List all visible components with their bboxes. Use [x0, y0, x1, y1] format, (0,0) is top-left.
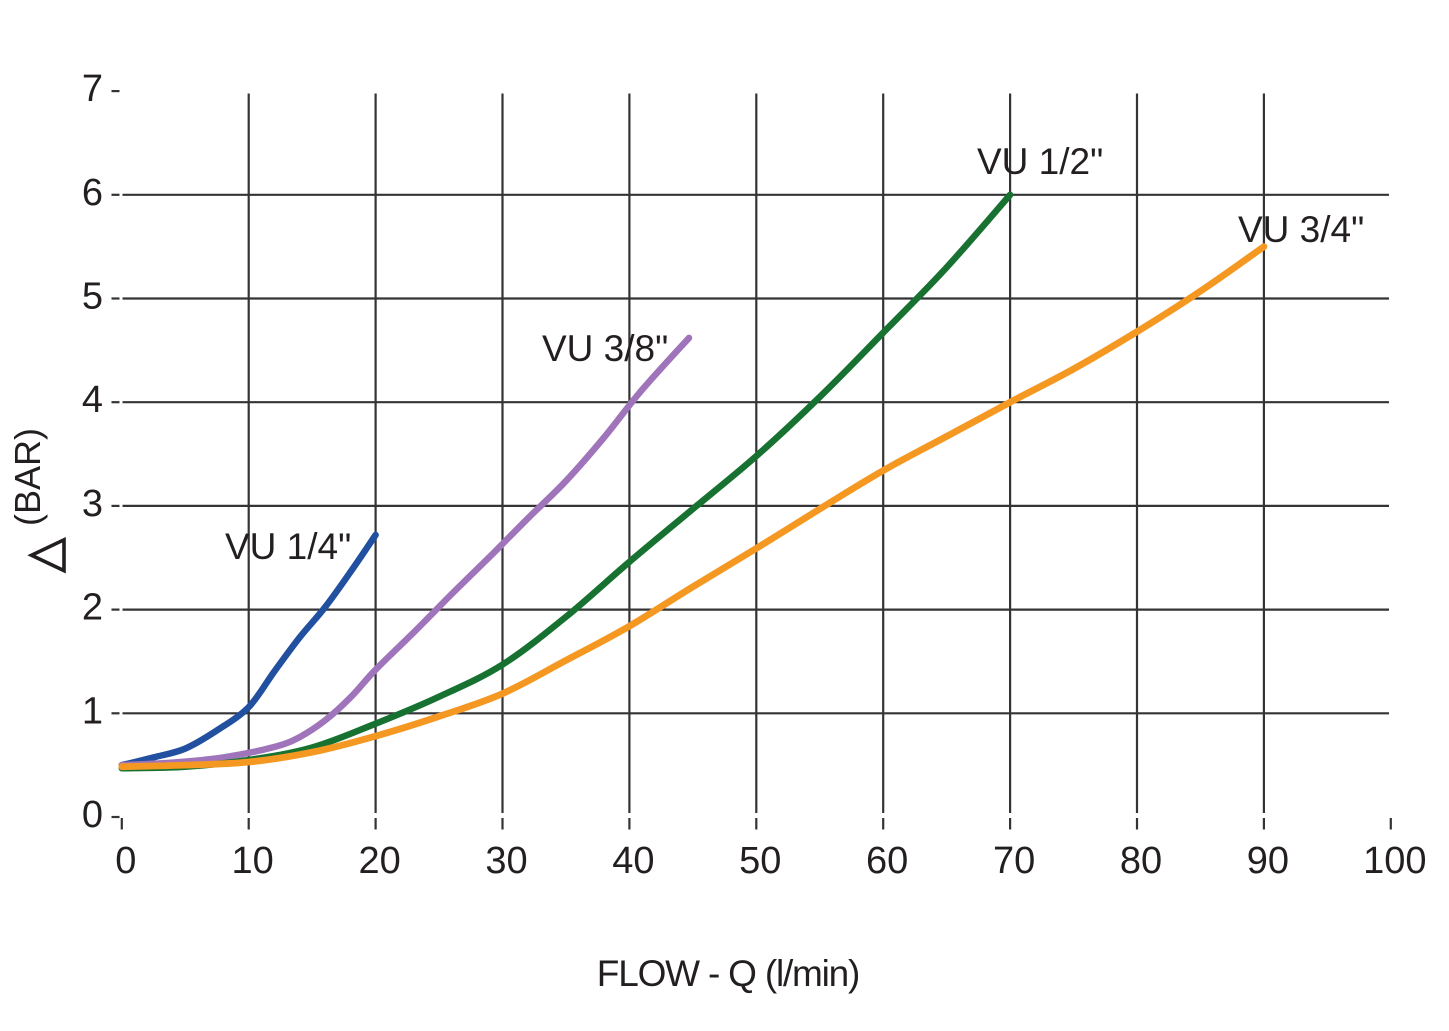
svg-text:10: 10: [232, 840, 274, 882]
svg-text:80: 80: [1120, 840, 1162, 882]
svg-text:70: 70: [993, 840, 1035, 882]
svg-text:5: 5: [82, 276, 103, 318]
svg-text:VU 1/4": VU 1/4": [225, 526, 351, 567]
svg-text:3: 3: [82, 483, 103, 525]
svg-text:(BAR): (BAR): [7, 428, 48, 526]
svg-text:50: 50: [739, 840, 781, 882]
svg-text:2: 2: [82, 587, 103, 629]
svg-text:100: 100: [1363, 840, 1426, 882]
svg-text:90: 90: [1247, 840, 1289, 882]
svg-text:30: 30: [485, 840, 527, 882]
svg-text:0: 0: [82, 794, 103, 836]
svg-text:40: 40: [612, 840, 654, 882]
svg-text:FLOW - Q (l/min): FLOW - Q (l/min): [597, 953, 859, 994]
svg-text:7: 7: [82, 68, 103, 110]
svg-text:20: 20: [358, 840, 400, 882]
svg-text:VU 1/2": VU 1/2": [977, 141, 1103, 182]
svg-text:60: 60: [866, 840, 908, 882]
svg-text:0: 0: [115, 840, 136, 882]
svg-text:VU 3/4": VU 3/4": [1238, 209, 1364, 250]
svg-text:4: 4: [82, 379, 103, 421]
svg-text:6: 6: [82, 172, 103, 214]
svg-text:1: 1: [82, 690, 103, 732]
svg-text:VU 3/8": VU 3/8": [542, 328, 668, 369]
